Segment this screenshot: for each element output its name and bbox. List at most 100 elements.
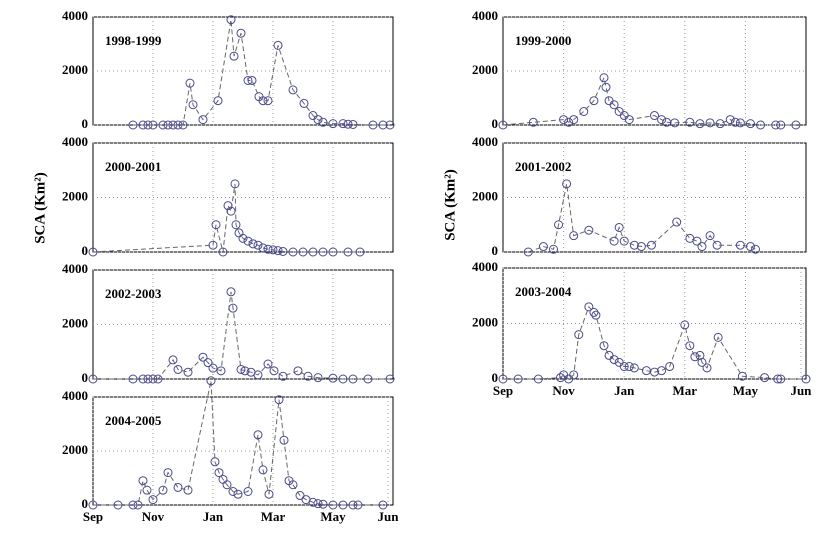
y-tick-label: 2000 xyxy=(62,188,88,203)
marker xyxy=(213,96,223,106)
marker xyxy=(253,240,263,250)
marker xyxy=(258,96,268,106)
marker xyxy=(773,374,783,384)
panel-title: 2001-2002 xyxy=(515,159,571,174)
y-tick-label: 4000 xyxy=(62,388,88,403)
marker xyxy=(665,362,675,372)
marker xyxy=(198,115,208,125)
y-tick-label: 4000 xyxy=(472,134,498,149)
marker xyxy=(228,303,238,313)
y-tick-label: 0 xyxy=(82,116,89,131)
marker xyxy=(697,357,707,367)
y-tick-label: 0 xyxy=(82,496,89,511)
marker xyxy=(614,222,624,232)
panel-title: 2003-2004 xyxy=(515,284,572,299)
marker xyxy=(228,487,238,496)
marker xyxy=(128,374,138,384)
marker xyxy=(128,120,138,130)
marker xyxy=(751,244,760,254)
marker xyxy=(378,120,388,130)
marker xyxy=(680,320,690,330)
line xyxy=(502,76,796,126)
marker xyxy=(650,111,659,121)
marker xyxy=(273,246,283,256)
marker xyxy=(338,500,348,510)
marker xyxy=(263,96,273,106)
marker xyxy=(236,28,246,38)
marker xyxy=(208,363,218,373)
line xyxy=(92,183,360,253)
x-tick-label: Jun xyxy=(378,509,400,524)
marker xyxy=(243,236,253,246)
marker xyxy=(243,75,253,85)
marker xyxy=(599,341,609,351)
y-tick-label: 4000 xyxy=(472,259,498,274)
marker xyxy=(313,373,323,383)
marker xyxy=(650,367,659,377)
marker xyxy=(705,118,715,128)
marker xyxy=(745,119,755,129)
marker xyxy=(274,395,284,405)
x-tick-label: Nov xyxy=(142,509,165,524)
line xyxy=(133,19,390,126)
plot-frame xyxy=(92,396,394,506)
marker xyxy=(303,371,313,381)
marker xyxy=(624,362,634,372)
marker xyxy=(185,78,195,88)
marker xyxy=(216,366,226,376)
marker xyxy=(128,500,138,510)
marker xyxy=(599,73,609,83)
marker xyxy=(368,120,378,130)
marker xyxy=(298,247,308,257)
marker xyxy=(313,499,323,509)
marker xyxy=(229,51,239,61)
marker xyxy=(672,217,682,227)
marker xyxy=(559,115,569,125)
marker xyxy=(528,117,538,127)
marker xyxy=(138,476,148,486)
marker xyxy=(730,117,740,127)
x-tick-label: Mar xyxy=(261,509,286,524)
marker xyxy=(771,120,781,130)
marker xyxy=(629,363,639,373)
marker xyxy=(498,374,508,384)
x-tick-label: Sep xyxy=(83,509,103,524)
marker xyxy=(278,246,288,256)
marker xyxy=(776,374,786,384)
marker xyxy=(208,240,218,250)
marker xyxy=(88,500,98,510)
marker xyxy=(538,242,548,252)
marker xyxy=(263,244,273,254)
marker xyxy=(188,100,198,110)
x-tick-label: Jun xyxy=(790,383,812,398)
marker xyxy=(646,240,656,250)
marker xyxy=(163,120,173,130)
marker xyxy=(589,96,599,106)
marker xyxy=(173,482,183,492)
marker xyxy=(233,489,243,499)
marker xyxy=(702,363,712,373)
marker xyxy=(713,332,723,342)
marker xyxy=(153,374,163,384)
x-tick-label: Mar xyxy=(673,383,698,398)
marker xyxy=(236,364,246,374)
marker xyxy=(168,120,178,130)
y-tick-label: 0 xyxy=(82,243,89,258)
marker xyxy=(338,119,348,129)
marker xyxy=(533,374,543,384)
marker xyxy=(562,179,572,189)
marker xyxy=(735,118,745,128)
marker xyxy=(756,120,766,130)
marker xyxy=(609,355,619,365)
marker xyxy=(619,236,629,246)
x-tick-label: Jan xyxy=(614,383,635,398)
marker xyxy=(253,430,263,440)
marker xyxy=(712,240,722,250)
marker xyxy=(88,374,98,384)
marker xyxy=(238,233,248,243)
marker xyxy=(288,85,298,95)
marker xyxy=(801,374,811,384)
marker xyxy=(143,120,153,130)
x-tick-label: May xyxy=(733,383,759,398)
x-tick-label: Jan xyxy=(203,509,224,524)
